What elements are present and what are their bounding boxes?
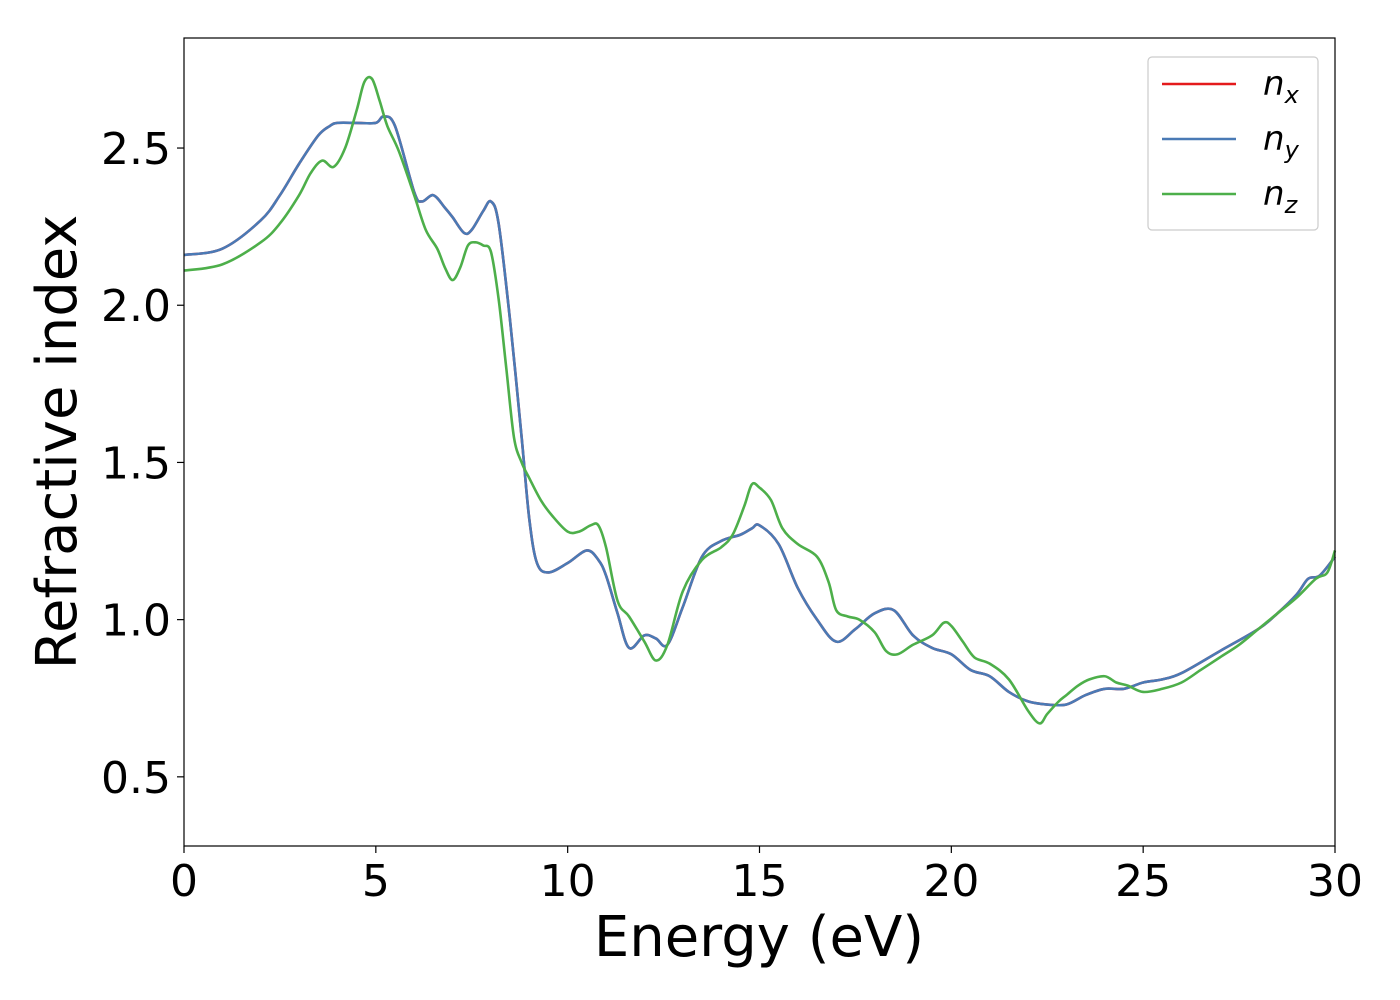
x-tick-label: 5 xyxy=(362,856,390,907)
x-axis-label: Energy (eV) xyxy=(594,905,924,970)
y-tick-label: 2.0 xyxy=(101,281,171,332)
legend-label-subscript: x xyxy=(1284,81,1300,109)
legend-label-z: nz xyxy=(1263,174,1299,219)
legend-label-main: n xyxy=(1263,174,1285,214)
legend-label-main: n xyxy=(1263,64,1285,104)
y-tick-label: 1.0 xyxy=(101,596,171,647)
legend-label-x: nx xyxy=(1263,64,1300,109)
x-tick-label: 0 xyxy=(170,856,198,907)
y-tick-label: 1.5 xyxy=(101,438,171,489)
series-line-y xyxy=(183,115,1337,707)
x-tick-label: 30 xyxy=(1307,856,1363,907)
x-axis-ticks: 0 5 10 15 20 25 30 xyxy=(170,846,1363,907)
y-tick-label: 0.5 xyxy=(101,753,171,804)
y-tick-label: 2.5 xyxy=(101,124,171,175)
x-tick-label: 10 xyxy=(540,856,596,907)
series-line-z xyxy=(183,75,1337,725)
y-axis-ticks: 0.5 1.0 1.5 2.0 2.5 xyxy=(101,124,184,804)
legend-box xyxy=(1147,56,1319,231)
x-tick-label: 15 xyxy=(732,856,788,907)
y-axis-label: Refractive index xyxy=(25,215,90,670)
legend-label-subscript: z xyxy=(1284,191,1299,219)
legend-label-subscript: y xyxy=(1284,136,1300,164)
legend-label-main: n xyxy=(1263,119,1285,159)
series-layer xyxy=(183,75,1337,725)
legend-label-y: ny xyxy=(1263,119,1300,164)
x-tick-label: 20 xyxy=(923,856,979,907)
x-tick-label: 25 xyxy=(1115,856,1171,907)
